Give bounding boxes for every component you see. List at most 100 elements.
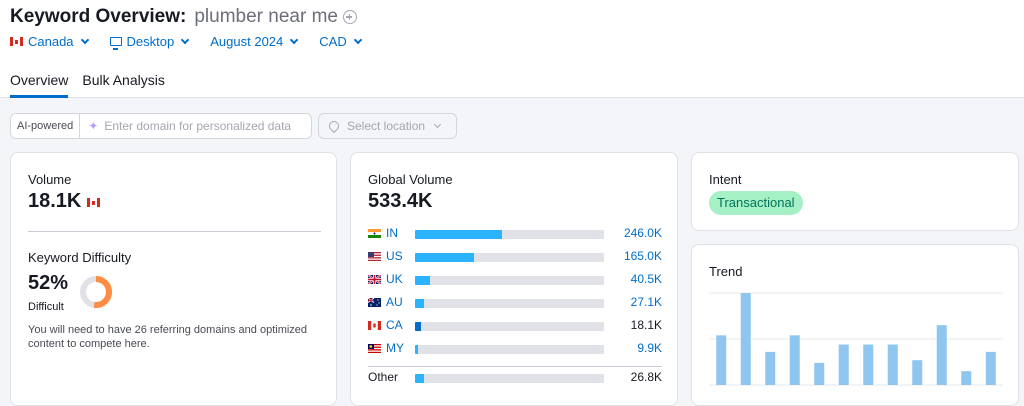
- ai-powered-badge: AI-powered: [11, 114, 81, 138]
- country-volume-bar: [415, 322, 604, 331]
- country-volume-fill: [415, 345, 419, 354]
- chevron-down-icon: [181, 35, 190, 44]
- country-row-other: Other 26.8K: [368, 370, 662, 386]
- divider: [28, 231, 321, 232]
- country-volume-fill: [415, 322, 422, 331]
- divider: [368, 366, 662, 367]
- trend-bar[interactable]: [863, 344, 874, 385]
- domain-input[interactable]: [104, 119, 305, 133]
- country-volume-fill: [415, 299, 425, 308]
- country-volume-bar: [415, 345, 604, 354]
- country-volume-bar: [415, 299, 604, 308]
- chevron-down-icon: [353, 35, 362, 44]
- trend-card: Trend: [691, 244, 1019, 406]
- trend-bar[interactable]: [887, 344, 898, 385]
- trend-bar[interactable]: [814, 362, 825, 385]
- difficulty-donut-chart: [80, 276, 112, 308]
- date-label: August 2024: [210, 34, 284, 49]
- chevron-down-icon: [434, 120, 442, 129]
- tab-overview[interactable]: Overview: [10, 72, 69, 98]
- country-code[interactable]: US: [386, 249, 403, 263]
- page-header: Keyword Overview: plumber near me Canada…: [0, 0, 1024, 98]
- country-row-my: MY 9.9K: [368, 341, 662, 357]
- currency-select[interactable]: CAD: [319, 34, 362, 49]
- trend-bar[interactable]: [936, 325, 947, 385]
- malaysia-flag-icon: [368, 344, 381, 353]
- volume-value: 18.1K: [28, 190, 82, 212]
- country-row-ca: CA 18.1K: [368, 318, 662, 334]
- country-code[interactable]: UK: [386, 272, 403, 286]
- chevron-down-icon: [290, 35, 299, 44]
- country-select[interactable]: Canada: [10, 34, 89, 49]
- location-pin-icon: [326, 118, 342, 134]
- donut-fill: [80, 276, 112, 308]
- canada-flag-icon: [10, 37, 23, 46]
- device-label: Desktop: [126, 34, 175, 49]
- country-volume-bar: [415, 276, 604, 285]
- trend-bar[interactable]: [985, 351, 996, 385]
- country-row-uk: UK 40.5K: [368, 272, 662, 288]
- global-volume-card: Global Volume 533.4K IN 246.0K US 165.0K…: [350, 152, 678, 406]
- country-volume-value[interactable]: 9.9K: [637, 341, 662, 355]
- sparkle-icon: ✦: [88, 119, 99, 133]
- india-flag-icon: [368, 229, 381, 238]
- trend-bar[interactable]: [765, 351, 776, 385]
- volume-label: Volume: [28, 172, 72, 187]
- intent-card: Intent Transactional: [691, 152, 1019, 231]
- page-title-row: Keyword Overview: plumber near me: [10, 6, 357, 28]
- keyword-difficulty-label: Keyword Difficulty: [28, 250, 132, 265]
- country-volume-fill: [415, 276, 431, 285]
- canada-flag-icon: [368, 321, 381, 330]
- country-volume-bar: [415, 374, 604, 383]
- trend-bar[interactable]: [838, 344, 849, 385]
- country-row-us: US 165.0K: [368, 249, 662, 265]
- date-select[interactable]: August 2024: [210, 34, 299, 49]
- country-volume-fill: [415, 253, 474, 262]
- page-title: Keyword Overview:: [10, 6, 187, 27]
- trend-chart: [709, 292, 1003, 386]
- filter-bar: Canada Desktop August 2024 CAD: [10, 34, 383, 50]
- country-volume-value[interactable]: 165.0K: [623, 249, 662, 263]
- country-volume-fill: [415, 230, 502, 239]
- canada-flag-icon: [87, 198, 101, 207]
- monitor-icon: [109, 37, 122, 50]
- other-volume-value: 26.8K: [630, 370, 662, 384]
- intent-label: Intent: [709, 172, 742, 187]
- trend-bar[interactable]: [961, 371, 972, 385]
- trend-bar[interactable]: [716, 335, 727, 385]
- trend-bar[interactable]: [789, 335, 800, 385]
- country-volume-value[interactable]: 27.1K: [630, 295, 662, 309]
- volume-card: Volume 18.1K Keyword Difficulty 52% Diff…: [10, 152, 337, 406]
- country-volume-value[interactable]: 246.0K: [623, 226, 662, 240]
- country-volume-bar: [415, 253, 604, 262]
- country-row-au: AU 27.1K: [368, 295, 662, 311]
- australia-flag-icon: [368, 298, 381, 307]
- country-volume-value: 18.1K: [630, 318, 662, 332]
- volume-value-row: 18.1K: [28, 190, 105, 213]
- trend-label: Trend: [709, 264, 743, 279]
- global-volume-label: Global Volume: [368, 172, 453, 187]
- trend-bar[interactable]: [912, 360, 923, 385]
- currency-label: CAD: [319, 34, 347, 49]
- add-keyword-icon[interactable]: [342, 10, 357, 24]
- tab-bar: Overview Bulk Analysis: [10, 72, 179, 98]
- country-volume-value[interactable]: 40.5K: [630, 272, 662, 286]
- device-select[interactable]: Desktop: [109, 34, 190, 50]
- uk-flag-icon: [368, 275, 381, 284]
- intent-badge: Transactional: [709, 191, 803, 215]
- chevron-down-icon: [80, 35, 89, 44]
- country-code[interactable]: AU: [386, 295, 403, 309]
- keyword-difficulty-description: You will need to have 26 referring domai…: [28, 324, 308, 350]
- country-code[interactable]: MY: [386, 341, 404, 355]
- keyword-difficulty-value: 52%: [28, 272, 69, 294]
- country-code[interactable]: CA: [386, 318, 403, 332]
- country-label: Canada: [28, 34, 74, 49]
- keyword-text: plumber near me: [194, 6, 338, 27]
- domain-input-group: AI-powered ✦: [10, 113, 312, 139]
- country-row-in: IN 246.0K: [368, 226, 662, 242]
- country-code[interactable]: IN: [386, 226, 398, 240]
- keyword-difficulty-level: Difficult: [28, 301, 64, 313]
- tab-bulk-analysis[interactable]: Bulk Analysis: [82, 72, 165, 88]
- trend-bar[interactable]: [740, 293, 751, 385]
- location-select[interactable]: Select location: [318, 113, 457, 139]
